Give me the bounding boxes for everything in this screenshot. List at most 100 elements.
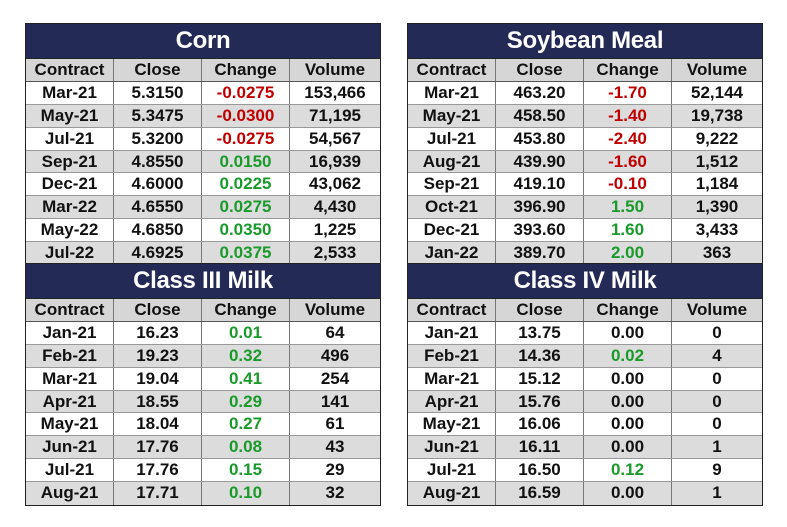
table-row: Aug-21 439.90 -1.60 1,512 xyxy=(408,150,762,174)
change-cell: 0.27 xyxy=(202,413,290,436)
close-cell: 5.3150 xyxy=(114,81,202,104)
close-cell: 18.55 xyxy=(114,390,202,413)
volume-cell: 363 xyxy=(702,243,732,263)
change-cell: -1.70 xyxy=(584,81,672,104)
volume-cell: 16,939 xyxy=(309,151,361,171)
change-cell: -0.0300 xyxy=(202,104,290,127)
close-cell: 396.90 xyxy=(496,196,584,219)
contract-cell: Dec-21 xyxy=(408,219,496,242)
contract-cell: Jul-22 xyxy=(26,242,114,266)
volume-cell: 64 xyxy=(325,322,345,342)
close-cell: 453.80 xyxy=(496,127,584,150)
table-row: Mar-21 463.20 -1.70 52,144 xyxy=(408,81,762,105)
column-header-close: Close xyxy=(114,59,202,81)
change-cell: -0.10 xyxy=(584,173,672,196)
change-cell: -1.40 xyxy=(584,104,672,127)
table-row: Feb-21 19.23 0.32 496 xyxy=(26,344,380,368)
volume-cell: 9,222 xyxy=(695,128,739,148)
close-cell: 16.59 xyxy=(496,482,584,506)
table-row: Jul-21 16.50 0.12 9 xyxy=(408,459,762,483)
table-row: Dec-21 4.6000 0.0225 43,062 xyxy=(26,173,380,197)
close-cell: 16.11 xyxy=(496,436,584,459)
close-cell: 393.60 xyxy=(496,219,584,242)
contract-cell: Mar-21 xyxy=(408,367,496,390)
change-cell: 0.00 xyxy=(584,413,672,436)
change-cell: 0.10 xyxy=(202,482,290,506)
volume-cell: 61 xyxy=(325,414,345,434)
close-cell: 15.12 xyxy=(496,367,584,390)
change-cell: 0.00 xyxy=(584,367,672,390)
table-row: Jan-21 13.75 0.00 0 xyxy=(408,321,762,345)
column-header-volume: Volume xyxy=(686,300,748,319)
class-iv-milk-table: Class IV Milk Contract Close Change Volume Ja… xyxy=(407,263,763,507)
table-row: May-21 5.3475 -0.0300 71,195 xyxy=(26,104,380,128)
table-row: Jul-22 4.6925 0.0375 2,533 xyxy=(26,242,380,266)
contract-cell: Jun-21 xyxy=(408,436,496,459)
contract-cell: Aug-21 xyxy=(408,150,496,173)
table-row: Jan-21 16.23 0.01 64 xyxy=(26,321,380,345)
table-row: Dec-21 393.60 1.60 3,433 xyxy=(408,219,762,243)
column-header-contract: Contract xyxy=(26,299,114,321)
table-row: Sep-21 4.8550 0.0150 16,939 xyxy=(26,150,380,174)
contract-cell: Aug-21 xyxy=(26,482,114,506)
close-cell: 4.6550 xyxy=(114,196,202,219)
contract-cell: Mar-21 xyxy=(26,81,114,104)
table-row: May-21 18.04 0.27 61 xyxy=(26,413,380,437)
contract-cell: May-21 xyxy=(408,104,496,127)
table-row: May-22 4.6850 0.0350 1,225 xyxy=(26,219,380,243)
header-row: Contract Close Change Volume xyxy=(26,59,380,82)
table-row: Aug-21 17.71 0.10 32 xyxy=(26,482,380,506)
contract-cell: Apr-21 xyxy=(408,390,496,413)
close-cell: 14.36 xyxy=(496,344,584,367)
change-cell: -0.0275 xyxy=(202,81,290,104)
contract-cell: Mar-21 xyxy=(408,81,496,104)
change-cell: -2.40 xyxy=(584,127,672,150)
corn-title: Corn xyxy=(26,24,380,59)
close-cell: 389.70 xyxy=(496,242,584,266)
column-header-close: Close xyxy=(496,299,584,321)
header-row: Contract Close Change Volume xyxy=(408,59,762,82)
class-iii-milk-title: Class III Milk xyxy=(26,264,380,299)
contract-cell: Aug-21 xyxy=(408,482,496,506)
close-cell: 16.50 xyxy=(496,459,584,482)
table-row: Mar-22 4.6550 0.0275 4,430 xyxy=(26,196,380,220)
contract-cell: Sep-21 xyxy=(408,173,496,196)
contract-cell: Jun-21 xyxy=(26,436,114,459)
change-cell: 0.0275 xyxy=(202,196,290,219)
table-row: Jun-21 17.76 0.08 43 xyxy=(26,436,380,460)
volume-cell: 0 xyxy=(712,414,722,434)
volume-cell: 1 xyxy=(712,437,722,457)
change-cell: 0.0350 xyxy=(202,219,290,242)
close-cell: 16.06 xyxy=(496,413,584,436)
close-cell: 19.23 xyxy=(114,344,202,367)
volume-cell: 4,430 xyxy=(313,197,357,217)
close-cell: 13.75 xyxy=(496,321,584,344)
close-cell: 5.3475 xyxy=(114,104,202,127)
close-cell: 458.50 xyxy=(496,104,584,127)
change-cell: 0.02 xyxy=(584,344,672,367)
contract-cell: May-21 xyxy=(26,413,114,436)
contract-cell: Jan-22 xyxy=(408,242,496,266)
table-row: Apr-21 18.55 0.29 141 xyxy=(26,390,380,414)
table-row: Jun-21 16.11 0.00 1 xyxy=(408,436,762,460)
change-cell: 0.29 xyxy=(202,390,290,413)
volume-cell: 153,466 xyxy=(304,82,366,102)
close-cell: 4.8550 xyxy=(114,150,202,173)
change-cell: 0.00 xyxy=(584,482,672,506)
contract-cell: Jul-21 xyxy=(26,459,114,482)
close-cell: 419.10 xyxy=(496,173,584,196)
change-cell: 0.12 xyxy=(584,459,672,482)
table-row: May-21 16.06 0.00 0 xyxy=(408,413,762,437)
change-cell: 0.32 xyxy=(202,344,290,367)
table-row: Mar-21 5.3150 -0.0275 153,466 xyxy=(26,81,380,105)
class-iii-milk-table: Class III Milk Contract Close Change Volume J… xyxy=(25,263,381,507)
change-cell: 0.41 xyxy=(202,367,290,390)
change-cell: 0.0150 xyxy=(202,150,290,173)
volume-cell: 32 xyxy=(325,483,345,503)
column-header-change: Change xyxy=(584,299,672,321)
change-cell: 0.01 xyxy=(202,321,290,344)
contract-cell: Mar-21 xyxy=(26,367,114,390)
close-cell: 4.6000 xyxy=(114,173,202,196)
close-cell: 17.76 xyxy=(114,436,202,459)
volume-cell: 0 xyxy=(712,322,722,342)
